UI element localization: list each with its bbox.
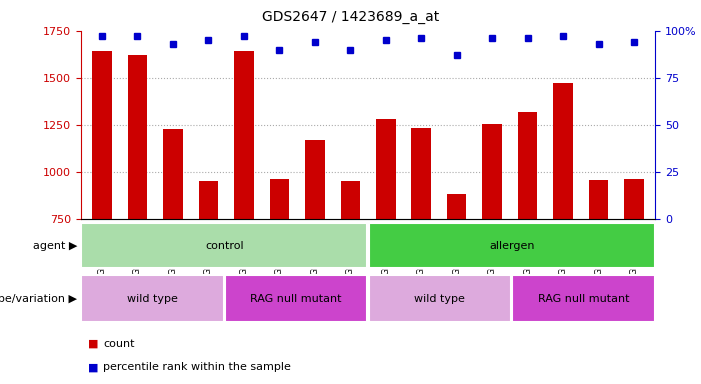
Bar — [369, 275, 511, 322]
Text: ■: ■ — [88, 339, 98, 349]
Bar — [234, 51, 254, 219]
Text: RAG null mutant: RAG null mutant — [538, 293, 629, 304]
Bar — [369, 223, 655, 268]
Text: wild type: wild type — [414, 293, 465, 304]
Bar — [225, 275, 367, 322]
Bar — [163, 129, 183, 219]
Bar — [198, 181, 218, 219]
Bar — [482, 124, 502, 219]
Text: GDS2647 / 1423689_a_at: GDS2647 / 1423689_a_at — [262, 10, 439, 23]
Bar — [518, 112, 538, 219]
Bar — [625, 179, 644, 219]
Bar — [92, 51, 111, 219]
Bar — [512, 275, 655, 322]
Bar — [589, 180, 608, 219]
Text: genotype/variation ▶: genotype/variation ▶ — [0, 293, 77, 304]
Bar — [81, 275, 224, 322]
Bar — [447, 194, 466, 219]
Bar — [270, 179, 289, 219]
Text: count: count — [103, 339, 135, 349]
Bar — [553, 83, 573, 219]
Bar — [128, 55, 147, 219]
Text: agent ▶: agent ▶ — [33, 241, 77, 251]
Text: control: control — [205, 241, 244, 251]
Bar — [81, 223, 367, 268]
Bar — [411, 127, 431, 219]
Bar — [341, 181, 360, 219]
Bar — [305, 140, 325, 219]
Text: allergen: allergen — [489, 241, 534, 251]
Text: ■: ■ — [88, 362, 98, 372]
Text: wild type: wild type — [127, 293, 178, 304]
Text: percentile rank within the sample: percentile rank within the sample — [103, 362, 291, 372]
Text: RAG null mutant: RAG null mutant — [250, 293, 342, 304]
Bar — [376, 119, 395, 219]
